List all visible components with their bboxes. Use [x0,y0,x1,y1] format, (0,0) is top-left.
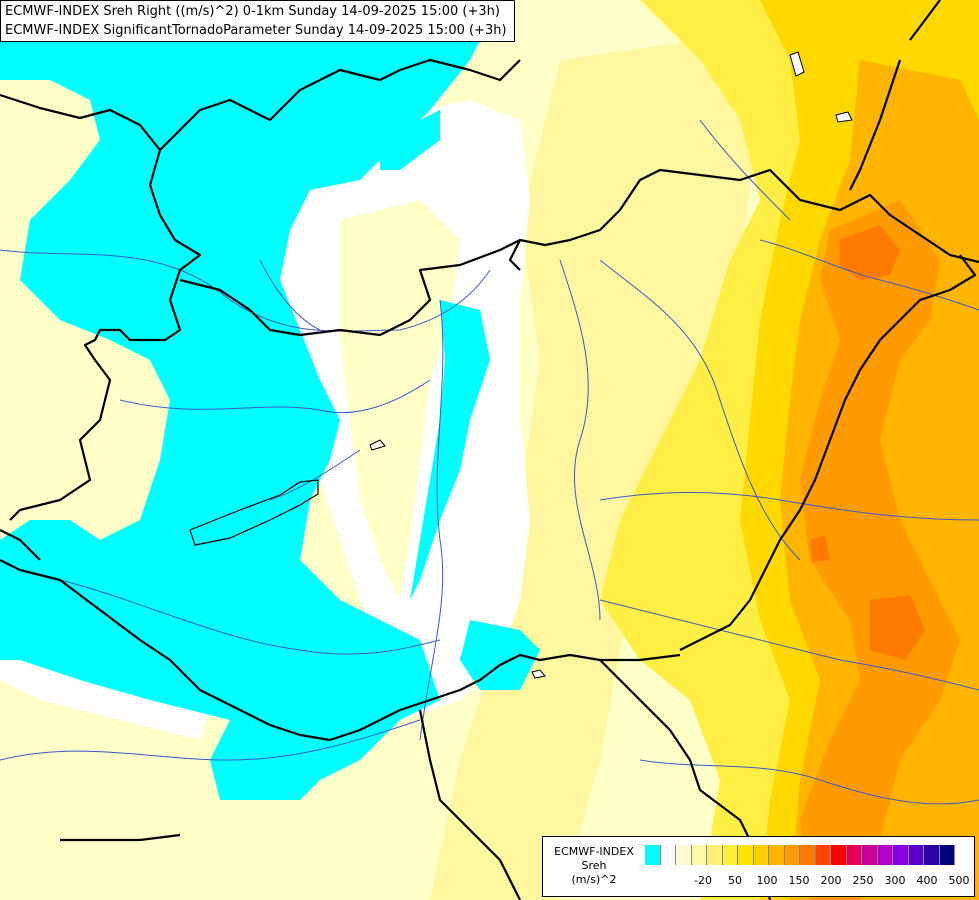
legend-swatch [660,845,676,865]
pale-patch-west-3 [120,400,150,480]
cyan-finger-3 [460,620,540,690]
orange-dark-spot-1 [840,225,900,280]
legend-swatch [908,845,924,865]
legend-swatch [722,845,738,865]
legend-swatch [800,845,816,865]
legend-line-2: Sreh [581,859,607,872]
legend-tick-label: 500 [948,874,970,887]
legend-ticks: -2050100150200250300400500700 [641,874,971,888]
legend-swatch [924,845,940,865]
legend-swatch [877,845,893,865]
island-3 [789,51,805,77]
legend-tick-label: 150 [788,874,810,887]
legend-line-1: ECMWF-INDEX [554,845,634,858]
legend-swatch [676,845,692,865]
legend-swatch [769,845,785,865]
legend-swatch [815,845,831,865]
cyan-finger-1 [410,300,490,600]
orange-dark-spot-2 [870,595,925,660]
color-legend: ECMWF-INDEX Sreh (m/s)^2 -20 50 100 150 200 2… [542,836,975,897]
island-2 [531,669,546,679]
orange-zone [800,200,960,900]
orange-dark-spot-3 [810,535,830,562]
legend-tick-label: 200 [820,874,842,887]
legend-swatch [738,845,754,865]
legend-swatch [831,845,847,865]
lake [189,479,319,546]
legend-swatch [707,845,723,865]
legend-label: ECMWF-INDEX Sreh (m/s)^2 [547,845,641,887]
legend-swatch [862,845,878,865]
legend-swatch [893,845,909,865]
legend-tick-label: 50 [728,874,742,887]
legend-tick-label: 400 [916,874,938,887]
legend-swatch [784,845,800,865]
pale-patch-west-2 [0,300,100,500]
cyan-finger-2 [380,110,440,170]
legend-swatches [645,845,955,865]
legend-swatch [846,845,862,865]
legend-swatch [645,845,661,865]
legend-tick-label: -20 [694,874,712,887]
legend-line-3: (m/s)^2 [571,873,617,886]
title-line-2: ECMWF-INDEX SignificantTornadoParameter … [5,23,507,38]
legend-swatch [691,845,707,865]
legend-tick-label: 250 [852,874,874,887]
legend-tick-label: 300 [884,874,906,887]
rivers [0,119,979,805]
title-line-1: ECMWF-INDEX Sreh Right ((m/s)^2) 0-1km S… [5,4,500,19]
legend-tick-label: 100 [756,874,778,887]
island-4 [835,111,853,123]
legend-swatch [939,845,955,865]
island-1 [369,439,386,451]
legend-swatch [753,845,769,865]
pale-patch-south [0,700,430,900]
map-title-box: ECMWF-INDEX Sreh Right ((m/s)^2) 0-1km S… [0,0,515,42]
pale-patch-west-1 [0,90,60,200]
